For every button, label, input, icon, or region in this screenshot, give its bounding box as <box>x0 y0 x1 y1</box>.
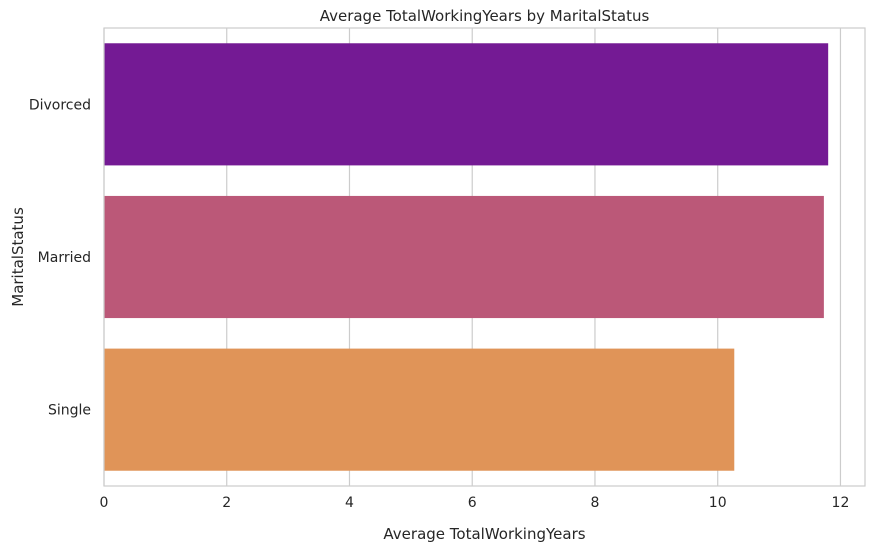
x-tick-label: 2 <box>222 495 231 511</box>
y-tick-label-married: Married <box>38 250 91 266</box>
y-axis-title: MaritalStatus <box>9 207 27 307</box>
x-axis-title: Average TotalWorkingYears <box>383 525 585 543</box>
bar-married <box>104 195 824 319</box>
x-tick-label: 8 <box>591 495 600 511</box>
y-tick-labels: Divorced Married Single <box>29 97 91 418</box>
bars <box>104 43 829 471</box>
x-tick-label: 10 <box>709 495 727 511</box>
y-tick-label-divorced: Divorced <box>29 97 91 113</box>
chart-title: Average TotalWorkingYears by MaritalStat… <box>320 7 650 25</box>
x-tick-labels: 0 2 4 6 8 10 12 <box>100 495 850 511</box>
plot-border <box>103 27 866 487</box>
bar-divorced <box>104 43 829 166</box>
x-tick-label: 12 <box>832 495 850 511</box>
x-tick-label: 0 <box>100 495 109 511</box>
bar-single <box>104 348 735 471</box>
y-tick-label-single: Single <box>48 403 91 419</box>
plot-frame <box>103 27 866 487</box>
x-tick-label: 6 <box>468 495 477 511</box>
x-tick-label: 4 <box>345 495 354 511</box>
